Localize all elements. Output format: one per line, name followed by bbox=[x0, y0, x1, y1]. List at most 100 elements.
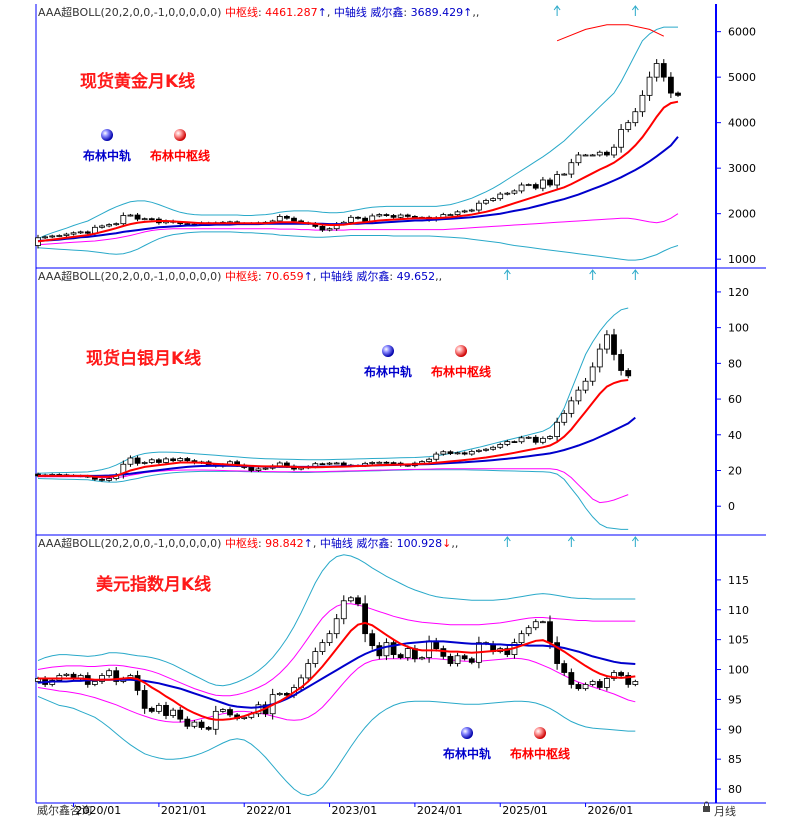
y-tick-label: 2000 bbox=[728, 208, 756, 221]
candle-down bbox=[113, 670, 120, 682]
candle-up bbox=[141, 218, 148, 221]
candle-down bbox=[362, 603, 369, 635]
candle-up bbox=[504, 192, 511, 195]
candle-down bbox=[547, 179, 553, 186]
candle-down bbox=[547, 621, 553, 644]
candle-up bbox=[540, 179, 546, 189]
indicator-header: AAA超BOLL(20,2,0,0,-1,0,0,0,0,0) 中枢线: 98.… bbox=[38, 536, 458, 550]
period-indicator[interactable]: 月线 bbox=[703, 801, 736, 818]
lock-icon bbox=[703, 806, 710, 812]
separator: , bbox=[435, 270, 439, 283]
legend-label: 布林中枢线 bbox=[431, 364, 491, 379]
candle-up bbox=[589, 681, 596, 685]
lock-shackle bbox=[704, 801, 709, 806]
separator: , bbox=[313, 270, 320, 283]
candle-down bbox=[575, 684, 582, 690]
candle-up bbox=[241, 716, 248, 719]
candle-down bbox=[369, 633, 376, 647]
candle-up bbox=[575, 389, 582, 402]
candle-down bbox=[227, 709, 233, 716]
signal-arrow-head bbox=[503, 536, 511, 542]
candle-down bbox=[291, 217, 297, 222]
time-axis-labels: 2020/01 2021/01 2022/01 2023/01 2024/01 2025/… bbox=[73, 803, 633, 817]
candle-up bbox=[461, 210, 468, 213]
y-tick-label: 120 bbox=[728, 286, 749, 299]
candle-up bbox=[155, 704, 162, 712]
candle-down bbox=[461, 655, 468, 660]
mid-label: 中枢线 bbox=[225, 269, 258, 283]
mid-value: 98.842 bbox=[265, 537, 304, 550]
axis-value: 100.928 bbox=[397, 537, 443, 550]
candle-down bbox=[447, 655, 454, 664]
upper-band-line bbox=[37, 26, 678, 240]
candle-down bbox=[596, 681, 603, 688]
candle-down bbox=[625, 370, 632, 377]
panel-title: 美元指数月K线 bbox=[96, 574, 211, 595]
candle-up bbox=[454, 452, 461, 455]
lower-band-line bbox=[37, 695, 636, 797]
separator: , bbox=[313, 537, 320, 550]
candle-down bbox=[355, 216, 361, 219]
candle-down bbox=[163, 704, 169, 716]
candle-down bbox=[383, 214, 390, 216]
mid-arrow: ↑ bbox=[304, 270, 313, 283]
time-axis: 威尔鑫咨询 2020/01 2021/01 2022/01 2023/01 2024/0… bbox=[36, 801, 736, 818]
candle-up bbox=[120, 215, 127, 225]
candle-down bbox=[134, 675, 141, 691]
separator: : bbox=[258, 270, 265, 283]
axis-arrow: ↑ bbox=[463, 6, 472, 19]
inner-band-line bbox=[37, 657, 636, 723]
candle-up bbox=[326, 228, 333, 231]
y-tick-label: 3000 bbox=[728, 162, 756, 175]
candle-up bbox=[568, 162, 575, 175]
candle-up bbox=[596, 348, 603, 368]
candle-up bbox=[326, 633, 333, 644]
panel-title: 现货白银月K线 bbox=[86, 348, 201, 369]
candle-up bbox=[625, 122, 632, 130]
lower-band-line bbox=[37, 231, 679, 261]
indicator-name: AAA超BOLL(20,2,0,0,-1,0,0,0,0,0) bbox=[38, 269, 221, 283]
separator: : bbox=[403, 6, 410, 19]
y-tick-label: 0 bbox=[728, 500, 735, 513]
y-tick-label: 85 bbox=[728, 753, 742, 766]
candle-up bbox=[525, 184, 532, 186]
candle-up bbox=[191, 721, 198, 727]
candle-up bbox=[177, 458, 184, 462]
candle-down bbox=[625, 675, 632, 685]
candle-down bbox=[390, 642, 397, 655]
y-tick-label: 105 bbox=[728, 634, 749, 647]
legend-marker-pivot bbox=[174, 129, 186, 141]
candle-down bbox=[568, 672, 575, 685]
projection-arc bbox=[556, 24, 665, 42]
candle-up bbox=[56, 235, 63, 237]
legend-marker-middle-band bbox=[101, 129, 113, 141]
candle-up bbox=[92, 681, 98, 685]
candle-up bbox=[397, 214, 404, 218]
candle-up bbox=[99, 675, 105, 682]
axis-arrow: ↓ bbox=[442, 537, 451, 550]
y-tick-label: 100 bbox=[728, 664, 749, 677]
candle-down bbox=[611, 334, 617, 355]
panel-3: 80 85 90 95 100 105 110 115 AAA超BOLL(20,2,0,0,-1… bbox=[35, 535, 766, 804]
candle-up bbox=[163, 458, 169, 463]
candle-down bbox=[618, 354, 624, 371]
signal-arrow-head bbox=[631, 269, 639, 275]
candle-up bbox=[312, 651, 319, 664]
y-tick-label: 115 bbox=[728, 574, 749, 587]
y-tick-label: 40 bbox=[728, 429, 742, 442]
candle-up bbox=[454, 655, 461, 664]
candle-up bbox=[419, 657, 425, 660]
header-sep: , bbox=[476, 6, 480, 19]
axis-label: 中轴线 威尔鑫 bbox=[320, 269, 390, 283]
candle-up bbox=[596, 151, 603, 156]
signal-arrow-head bbox=[553, 5, 561, 11]
candle-up bbox=[255, 468, 262, 471]
x-tick-label: 2025/01 bbox=[502, 804, 548, 817]
legend-label: 布林中轨 bbox=[443, 746, 491, 761]
candle-up bbox=[632, 111, 639, 124]
indicator-name: AAA超BOLL(20,2,0,0,-1,0,0,0,0,0) bbox=[38, 536, 221, 550]
upper-band-line bbox=[37, 554, 636, 687]
candle-up bbox=[347, 216, 354, 223]
candle-down bbox=[248, 467, 255, 471]
